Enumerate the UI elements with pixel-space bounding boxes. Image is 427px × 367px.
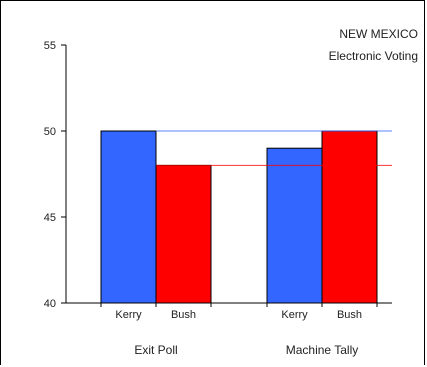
y-tick-label-50: 50 xyxy=(44,126,56,138)
category-label-kerry-0: Kerry xyxy=(115,309,142,321)
bar-machine-tally-bush xyxy=(321,130,378,304)
chart-title-line-1: NEW MEXICO xyxy=(339,27,418,41)
bar-machine-tally-kerry xyxy=(266,147,323,304)
bar-exit-poll-kerry xyxy=(100,130,157,304)
group-label-machine-tally: Machine Tally xyxy=(286,343,358,357)
category-label-bush-0: Bush xyxy=(171,309,196,321)
chart-title-line-2: Electronic Voting xyxy=(329,49,418,63)
y-tick-label-55: 55 xyxy=(44,40,56,52)
category-label-kerry-1: Kerry xyxy=(281,309,308,321)
bar-exit-poll-bush xyxy=(155,164,212,304)
group-label-exit-poll: Exit Poll xyxy=(134,343,177,357)
category-label-bush-1: Bush xyxy=(337,309,362,321)
y-tick-label-40: 40 xyxy=(44,298,56,310)
y-tick-label-45: 45 xyxy=(44,212,56,224)
